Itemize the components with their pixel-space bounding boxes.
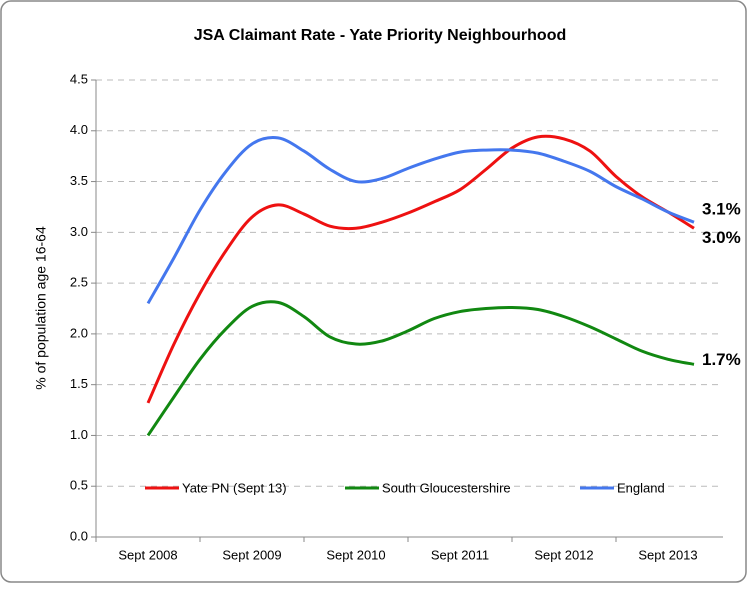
annotation: 3.0% (702, 228, 741, 247)
y-tick-label: 2.0 (70, 325, 88, 340)
annotation: 3.1% (702, 200, 741, 219)
x-tick-label: Sept 2011 (431, 547, 489, 562)
y-tick-label: 3.0 (70, 224, 88, 239)
x-tick-label: Sept 2008 (118, 547, 177, 562)
x-tick-label: Sept 2013 (638, 547, 697, 562)
y-tick-label: 0.5 (70, 478, 88, 493)
series-line (146, 136, 695, 305)
y-tick-label: 0.0 (70, 528, 88, 543)
legend-label: England (617, 480, 665, 495)
chart-title: JSA Claimant Rate - Yate Priority Neighb… (194, 27, 567, 44)
annotation: 1.7% (702, 350, 741, 369)
x-tick-label: Sept 2010 (326, 547, 385, 562)
y-tick-label: 1.0 (70, 427, 88, 442)
series-line (146, 134, 695, 404)
x-tick-label: Sept 2009 (222, 547, 281, 562)
x-tick-label: Sept 2012 (534, 547, 593, 562)
y-axis-label: % of population age 16-64 (33, 226, 49, 390)
y-tick-label: 3.5 (70, 173, 88, 188)
y-tick-label: 2.5 (70, 275, 88, 290)
series-line (146, 300, 695, 437)
y-tick-label: 4.0 (70, 122, 88, 137)
y-tick-label: 4.5 (70, 71, 88, 86)
legend-label: South Gloucestershire (382, 480, 511, 495)
y-tick-label: 1.5 (70, 376, 88, 391)
legend-label: Yate PN (Sept 13) (182, 480, 287, 495)
